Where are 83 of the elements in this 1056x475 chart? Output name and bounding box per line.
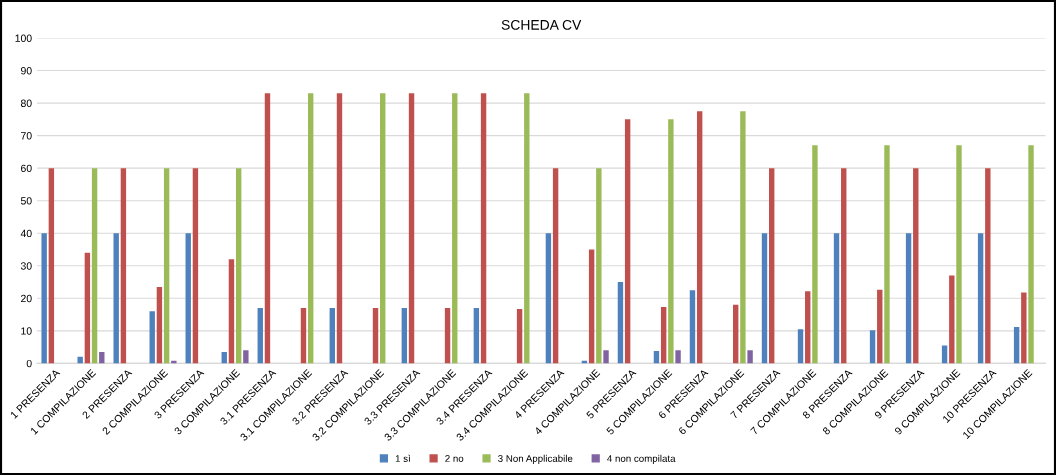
bar	[668, 119, 674, 364]
bar	[956, 145, 962, 364]
bar	[91, 168, 98, 364]
bar	[257, 308, 263, 364]
bar	[452, 93, 458, 364]
y-tick-label: 30	[20, 262, 32, 270]
bar	[588, 249, 595, 364]
bar	[372, 308, 379, 364]
bar	[941, 345, 948, 364]
bar	[696, 111, 703, 364]
bar	[524, 93, 530, 364]
bar	[603, 350, 609, 364]
bar	[84, 252, 91, 364]
bar	[877, 289, 883, 364]
bar	[473, 308, 480, 364]
bar	[1021, 292, 1027, 364]
legend-label: 4 non compilata	[607, 454, 676, 464]
bar	[797, 329, 804, 364]
bar	[884, 145, 890, 364]
bar	[769, 168, 775, 364]
bar	[552, 168, 559, 364]
bar	[1028, 145, 1034, 364]
bar	[761, 233, 768, 364]
bar	[264, 93, 271, 364]
y-tick-label: 60	[21, 164, 32, 173]
bar	[545, 233, 552, 364]
bar	[185, 233, 191, 364]
bar	[675, 350, 681, 364]
bar	[300, 308, 307, 364]
legend-label: 2 no	[445, 455, 464, 462]
bar	[228, 259, 235, 364]
y-tick-label: 50	[20, 197, 32, 205]
bar	[444, 308, 451, 364]
bar	[243, 350, 249, 364]
y-tick-label: 0	[26, 359, 32, 368]
bar	[740, 111, 746, 364]
bar	[401, 308, 408, 364]
y-tick-label: 90	[21, 67, 32, 75]
bar	[48, 168, 55, 364]
bar	[163, 168, 170, 364]
bar	[977, 233, 984, 364]
bar	[653, 351, 660, 364]
legend-label: 1 sì	[395, 454, 411, 462]
bar	[617, 282, 624, 364]
y-tick-label: 10	[21, 327, 32, 335]
bar	[192, 168, 199, 364]
bar	[869, 330, 876, 364]
bar	[480, 93, 487, 364]
y-tick-label: 100	[15, 34, 32, 42]
bar	[336, 93, 343, 364]
chart-title: SCHEDA CV	[501, 19, 582, 30]
bar	[307, 93, 314, 364]
y-tick-label: 70	[21, 132, 32, 140]
bar	[913, 168, 919, 364]
bar	[516, 309, 523, 364]
bar	[113, 233, 119, 364]
bar	[156, 286, 163, 364]
bar	[747, 350, 753, 364]
bar	[41, 233, 47, 364]
bar	[77, 356, 83, 364]
bar	[624, 119, 631, 364]
bar	[380, 93, 386, 364]
bar	[689, 290, 696, 364]
legend-label: 3 Non Applicabile	[498, 454, 573, 464]
bar	[805, 291, 811, 364]
bar	[732, 304, 739, 364]
bar	[812, 145, 818, 364]
bar	[660, 307, 667, 364]
bar	[329, 308, 335, 364]
bar	[833, 233, 840, 364]
bar	[905, 233, 912, 364]
y-tick-label: 40	[20, 229, 32, 238]
bar	[841, 168, 847, 364]
bar	[120, 168, 127, 364]
bar	[149, 311, 155, 364]
bar	[949, 275, 955, 364]
bar	[235, 168, 242, 364]
bar	[408, 93, 415, 364]
y-tick-label: 80	[20, 99, 32, 107]
bar	[596, 168, 602, 364]
bar	[1013, 326, 1020, 364]
y-tick-label: 20	[21, 294, 32, 303]
bar	[985, 168, 991, 364]
